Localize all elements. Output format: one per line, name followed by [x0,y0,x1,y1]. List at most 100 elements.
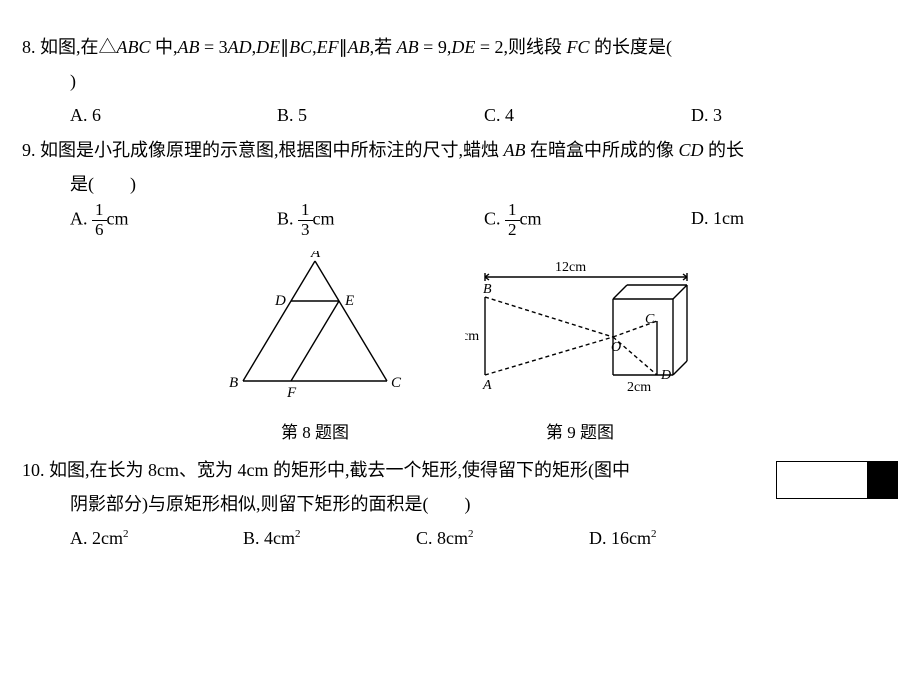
fraction-icon: 12 [505,201,520,239]
q10-rect-white [777,462,867,498]
q8-t2: 中, [151,37,178,57]
svg-text:C: C [645,312,655,327]
q8-AB3: AB [397,37,419,57]
q8-figure: A B C D E F [225,251,405,401]
q9A-num: 1 [92,201,107,221]
squared-icon: 2 [468,528,474,540]
svg-text:F: F [286,385,297,401]
q8-close: ) [70,71,76,91]
q8-DE2: DE [451,37,475,57]
svg-text:O: O [611,340,621,355]
q9-figcap: 第 9 题图 [465,417,695,449]
q9-t3: 的长 [704,140,745,160]
svg-text:B: B [229,375,238,391]
q8-tail: 的长度是( [590,37,673,57]
q8-EF: EF [317,37,339,57]
svg-text:6cm: 6cm [465,329,479,344]
fraction-icon: 16 [92,201,107,239]
q9C-den: 2 [505,221,520,240]
q8-FC: FC [566,37,589,57]
q8-BC: BC [289,37,312,57]
q8-figcap: 第 8 题图 [225,417,405,449]
svg-text:D: D [274,293,286,309]
q8-p2: ∥ [339,37,348,57]
q9B-pre: B. [277,208,298,228]
q8-ABC: ABC [117,37,151,57]
q8-AB: AB [178,37,200,57]
q8-opt-D: D. 3 [691,98,898,132]
q9-figure: 12cm 6cm B A O C D 2cm [465,251,695,401]
q8-stem-line2: ) [22,64,898,98]
q9-stem-line2: 是( ) [22,167,898,201]
q10-text: 10. 如图,在长为 8cm、宽为 4cm 的矩形中,截去一个矩形,使得留下的矩… [22,453,762,556]
worksheet-page: 8. 如图,在△ABC 中,AB = 3AD,DE∥BC,EF∥AB,若 AB … [0,0,920,575]
svg-text:2cm: 2cm [627,380,651,395]
q10-rect-shaded [867,462,897,498]
q10-number: 10. [22,460,45,480]
q10-row: 10. 如图,在长为 8cm、宽为 4cm 的矩形中,截去一个矩形,使得留下的矩… [22,453,898,556]
figure-row: A B C D E F 第 8 题图 12cm 6cm B A O C D 2cm 第 9 题图 [22,251,898,448]
q10B: B. 4cm [243,528,295,548]
q8-p1: ∥ [280,37,289,57]
q10C: C. 8cm [416,528,468,548]
q9-stem-line1: 9. 如图是小孔成像原理的示意图,根据图中所标注的尺寸,蜡烛 AB 在暗盒中所成… [22,133,898,167]
q10-opt-B: B. 4cm2 [243,521,416,555]
q9-number: 9. [22,140,36,160]
svg-text:A: A [482,378,492,393]
q8-opt-A: A. 6 [70,98,277,132]
q8-opt-C: C. 4 [484,98,691,132]
q8-eq1: = 3 [200,37,228,57]
q9-options: A. 16cm B. 13cm C. 12cm D. 1cm [22,201,898,239]
q8-AB2: AB [348,37,370,57]
svg-text:12cm: 12cm [555,260,586,275]
q10A: A. 2cm [70,528,123,548]
svg-text:A: A [310,251,321,261]
q9C-pre: C. [484,208,505,228]
q10-stem-line1: 10. 如图,在长为 8cm、宽为 4cm 的矩形中,截去一个矩形,使得留下的矩… [22,453,762,487]
q8-t1: 如图,在△ [40,37,117,57]
q8-eq3: = 2,则线段 [475,37,566,57]
q9B-den: 3 [298,221,313,240]
q9-opt-C: C. 12cm [484,201,691,239]
q8-number: 8. [22,37,36,57]
q9-t2: 在暗盒中所成的像 [526,140,679,160]
q9-opt-A: A. 16cm [70,201,277,239]
q8-DE: DE [256,37,280,57]
q10-opt-D: D. 16cm2 [589,521,762,555]
q8-figure-block: A B C D E F 第 8 题图 [225,251,405,448]
q8-opt-B: B. 5 [277,98,484,132]
squared-icon: 2 [651,528,657,540]
q9-t1: 如图是小孔成像原理的示意图,根据图中所标注的尺寸,蜡烛 [40,140,504,160]
q9-CD: CD [679,140,704,160]
q9C-post: cm [520,208,542,228]
q9A-post: cm [107,208,129,228]
svg-text:E: E [344,293,354,309]
svg-text:D: D [660,368,671,383]
svg-text:C: C [391,375,402,391]
svg-text:B: B [483,282,492,297]
q8-eq2: = 9, [419,37,452,57]
q9B-post: cm [313,208,335,228]
q10D: D. 16cm [589,528,651,548]
q10-opt-A: A. 2cm2 [70,521,243,555]
q9-opt-D: D. 1cm [691,201,898,239]
q10-l1: 如图,在长为 8cm、宽为 4cm 的矩形中,截去一个矩形,使得留下的矩形(图中 [49,460,630,480]
q9-AB: AB [504,140,526,160]
q9B-num: 1 [298,201,313,221]
q9A-den: 6 [92,221,107,240]
q10-options: A. 2cm2 B. 4cm2 C. 8cm2 D. 16cm2 [22,521,762,555]
q8-AD: AD [228,37,252,57]
fraction-icon: 13 [298,201,313,239]
q8-stem-line1: 8. 如图,在△ABC 中,AB = 3AD,DE∥BC,EF∥AB,若 AB … [22,30,898,64]
q8-options: A. 6 B. 5 C. 4 D. 3 [22,98,898,132]
squared-icon: 2 [295,528,301,540]
q9-figure-block: 12cm 6cm B A O C D 2cm 第 9 题图 [465,251,695,448]
q10-figure [776,461,898,499]
q10-opt-C: C. 8cm2 [416,521,589,555]
q9-opt-B: B. 13cm [277,201,484,239]
q8-c3: ,若 [370,37,397,57]
q9A-pre: A. [70,208,92,228]
squared-icon: 2 [123,528,129,540]
q9C-num: 1 [505,201,520,221]
q10-stem-line2: 阴影部分)与原矩形相似,则留下矩形的面积是( ) [22,487,762,521]
